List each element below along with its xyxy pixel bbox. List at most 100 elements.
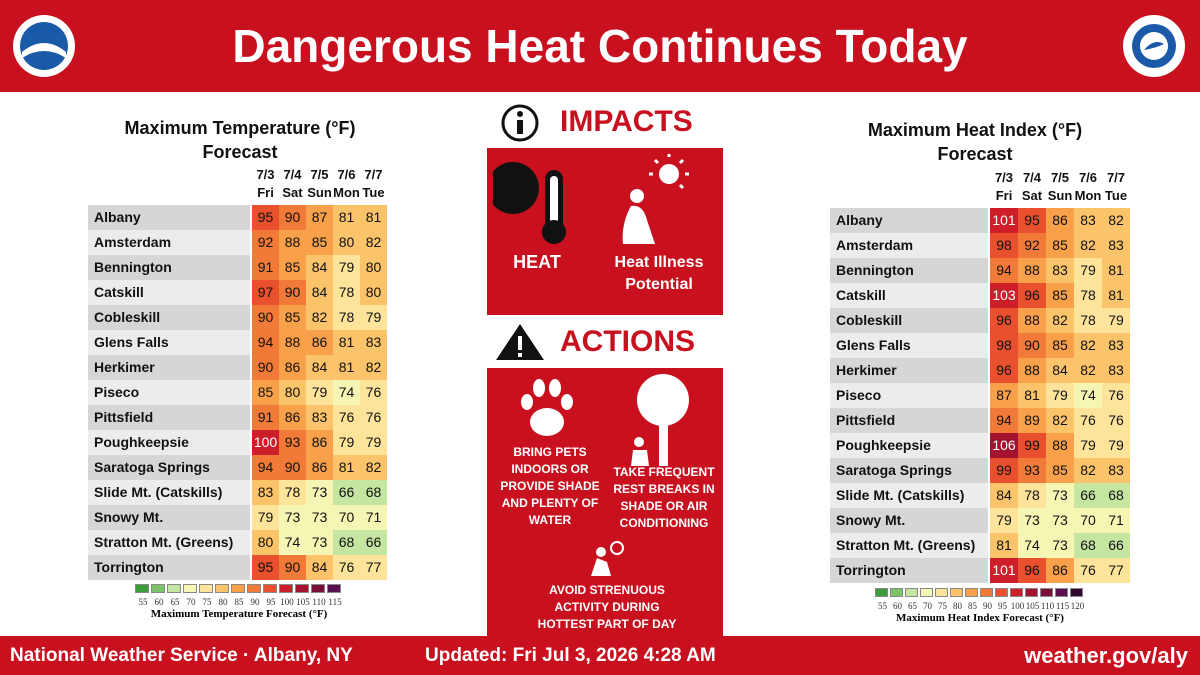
- column-day: Sun: [307, 185, 332, 200]
- title: Dangerous Heat Continues Today: [232, 20, 968, 72]
- value-cell: 73: [1018, 508, 1046, 533]
- column-date: 7/5: [1050, 170, 1070, 185]
- value-cell: 85: [252, 380, 279, 405]
- legend-title: Maximum Heat Index Forecast (°F): [896, 612, 1064, 624]
- legend-swatch: [965, 588, 978, 597]
- value-cell: 73: [306, 505, 333, 530]
- value-cell: 80: [360, 255, 387, 280]
- value-cell: 90: [252, 355, 279, 380]
- value-cell: 82: [1074, 358, 1102, 383]
- value-cell: 86: [306, 430, 333, 455]
- impacts-title: IMPACTS: [560, 105, 693, 138]
- row-name: Saratoga Springs: [830, 458, 988, 483]
- row-name: Pittsfield: [830, 408, 988, 433]
- legend-label: 60: [893, 601, 902, 611]
- column-day: Mon: [333, 185, 360, 200]
- row-name: Albany: [830, 208, 988, 233]
- legend-swatch: [875, 588, 888, 597]
- legend-swatch: [1025, 588, 1038, 597]
- value-cell: 82: [360, 230, 387, 255]
- column-date: 7/6: [1078, 170, 1098, 185]
- value-cell: 81: [1102, 283, 1130, 308]
- value-cell: 77: [360, 555, 387, 580]
- column-date: 7/4: [1022, 170, 1042, 185]
- value-cell: 73: [279, 505, 306, 530]
- legend-label: 75: [202, 597, 212, 607]
- row-name: Bennington: [88, 255, 250, 280]
- legend-label: 60: [154, 597, 164, 607]
- value-cell: 79: [333, 430, 360, 455]
- value-cell: 77: [1102, 558, 1130, 583]
- legend-label: 75: [938, 601, 947, 611]
- value-cell: 68: [360, 480, 387, 505]
- value-cell: 79: [1102, 433, 1130, 458]
- value-cell: 79: [1046, 383, 1074, 408]
- value-cell: 90: [279, 555, 306, 580]
- column-date: 7/7: [1106, 170, 1126, 185]
- value-cell: 98: [990, 233, 1018, 258]
- value-cell: 82: [1046, 308, 1074, 333]
- value-cell: 83: [306, 405, 333, 430]
- nws-logo: [1123, 15, 1185, 77]
- value-cell: 66: [1074, 483, 1102, 508]
- header: Dangerous Heat Continues Today: [0, 0, 1200, 92]
- legend-label: 70: [186, 597, 196, 607]
- row-name: Herkimer: [830, 358, 988, 383]
- value-cell: 87: [306, 205, 333, 230]
- legend-label: 80: [953, 601, 962, 611]
- value-cell: 71: [360, 505, 387, 530]
- warning-icon: [496, 324, 544, 360]
- column-day: Tue: [362, 185, 385, 200]
- legend-swatch: [935, 588, 948, 597]
- legend-label: 115: [328, 597, 342, 607]
- legend-label: 110: [312, 597, 326, 607]
- value-cell: 86: [279, 405, 306, 430]
- row-name: Glens Falls: [830, 333, 988, 358]
- value-cell: 68: [1102, 483, 1130, 508]
- action-rest: TAKE FREQUENT REST BREAKS IN SHADE OR AI…: [613, 465, 715, 530]
- value-cell: 101: [990, 558, 1018, 583]
- row-name: Torrington: [830, 558, 988, 583]
- value-cell: 81: [333, 330, 360, 355]
- value-cell: 90: [279, 455, 306, 480]
- column-date: 7/3: [994, 170, 1014, 185]
- value-cell: 88: [279, 230, 306, 255]
- value-cell: 79: [1074, 258, 1102, 283]
- value-cell: 83: [1102, 233, 1130, 258]
- value-cell: 81: [1018, 383, 1046, 408]
- value-cell: 95: [252, 555, 279, 580]
- value-cell: 79: [1074, 433, 1102, 458]
- column-day: Sat: [1021, 188, 1043, 203]
- legend-swatch: [167, 584, 181, 593]
- legend-swatch: [151, 584, 165, 593]
- value-cell: 90: [252, 305, 279, 330]
- column-day: Sun: [1047, 188, 1073, 203]
- legend-label: 105: [1025, 601, 1040, 611]
- value-cell: 79: [990, 508, 1018, 533]
- value-cell: 74: [333, 380, 360, 405]
- value-cell: 79: [333, 255, 360, 280]
- info-icon: [501, 104, 539, 142]
- action-pets: BRING PETS INDOORS OR PROVIDE SHADE AND …: [500, 445, 600, 527]
- legend-label: 90: [250, 597, 260, 607]
- legend-label: 115: [1055, 601, 1070, 611]
- value-cell: 78: [1018, 483, 1046, 508]
- value-cell: 78: [1074, 283, 1102, 308]
- column-day: Tue: [1104, 188, 1128, 203]
- legend-label: 100: [1010, 601, 1025, 611]
- value-cell: 76: [360, 380, 387, 405]
- value-cell: 96: [990, 308, 1018, 333]
- value-cell: 76: [1074, 558, 1102, 583]
- table-title: Maximum Temperature (°F): [124, 118, 356, 138]
- row-name: Saratoga Springs: [88, 455, 250, 480]
- value-cell: 80: [360, 280, 387, 305]
- value-cell: 88: [1046, 433, 1074, 458]
- column-date: 7/4: [283, 167, 302, 182]
- value-cell: 73: [1046, 483, 1074, 508]
- legend-label: 70: [923, 601, 932, 611]
- value-cell: 74: [1018, 533, 1046, 558]
- impact-illness: Heat Illness Potential: [614, 254, 704, 293]
- value-cell: 78: [279, 480, 306, 505]
- value-cell: 88: [279, 330, 306, 355]
